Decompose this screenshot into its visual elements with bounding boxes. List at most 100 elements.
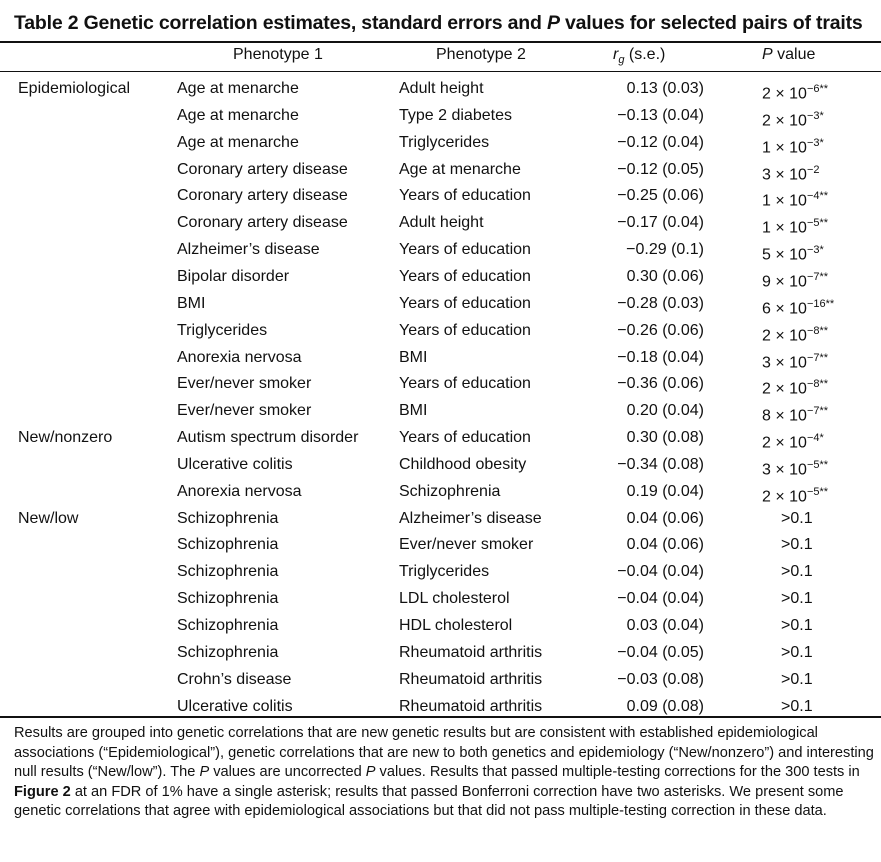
cell-phenotype2: Adult height xyxy=(399,80,484,97)
rg-symbol: r xyxy=(613,46,619,63)
cell-pvalue: 3 × 10−2 xyxy=(762,160,819,185)
cell-phenotype2: Adult height xyxy=(399,214,484,231)
pvalue-exponent: −3* xyxy=(806,110,824,122)
cell-pvalue: 8 × 10−7** xyxy=(762,401,828,426)
pvalue-exponent: −4** xyxy=(806,190,829,202)
cell-phenotype2: Triglycerides xyxy=(399,134,490,151)
cell-phenotype2: Rheumatoid arthritis xyxy=(399,698,543,715)
cell-phenotype1: Schizophrenia xyxy=(177,563,279,580)
cell-rg: −0.17 (0.04) xyxy=(617,214,704,231)
cell-phenotype1: Ever/never smoker xyxy=(177,402,312,419)
cell-pvalue: 2 × 10−4* xyxy=(762,428,824,453)
pvalue-exponent: −16** xyxy=(806,298,835,310)
group-label: New/low xyxy=(18,510,79,527)
pvalue-mantissa: 2 × 10 xyxy=(762,488,807,506)
cell-rg: 0.19 (0.04) xyxy=(626,483,704,500)
cell-rg: −0.29 (0.1) xyxy=(626,241,704,258)
pvalue-exponent: −5** xyxy=(806,486,829,498)
cell-phenotype1: Coronary artery disease xyxy=(177,161,348,178)
pvalue-mantissa: 2 × 10 xyxy=(762,85,807,103)
pvalue-exponent: −8** xyxy=(806,325,829,337)
cell-phenotype2: Rheumatoid arthritis xyxy=(399,644,543,661)
pvalue-exponent: −6** xyxy=(806,83,829,95)
pvalue-mantissa: 1 × 10 xyxy=(762,139,807,157)
cell-phenotype1: Bipolar disorder xyxy=(177,268,290,285)
pvalue-mantissa: 2 × 10 xyxy=(762,434,807,452)
cell-phenotype2: Type 2 diabetes xyxy=(399,107,512,124)
cell-rg: −0.34 (0.08) xyxy=(617,456,704,473)
pvalue-exponent: −4* xyxy=(806,432,824,444)
pvalue-mantissa: 2 × 10 xyxy=(762,327,807,345)
pvalue-exponent: −7** xyxy=(806,405,829,417)
cell-phenotype1: Ulcerative colitis xyxy=(177,698,293,715)
pvalue-exponent: −5** xyxy=(806,459,829,471)
cell-phenotype2: Alzheimer’s disease xyxy=(399,510,542,527)
cell-pvalue: 2 × 10−8** xyxy=(762,374,828,399)
cell-phenotype1: Schizophrenia xyxy=(177,644,279,661)
cell-rg: −0.18 (0.04) xyxy=(617,349,704,366)
footnote-text-1: Results are grouped into genetic correla… xyxy=(14,725,874,781)
pvalue-exponent: −3* xyxy=(806,137,824,149)
cell-pvalue: 9 × 10−7** xyxy=(762,267,828,292)
cell-phenotype1: Schizophrenia xyxy=(177,617,279,634)
cell-phenotype2: BMI xyxy=(399,349,428,366)
rg-suffix: (s.e.) xyxy=(624,46,666,63)
cell-phenotype1: Schizophrenia xyxy=(177,510,279,527)
cell-rg: −0.04 (0.04) xyxy=(617,563,704,580)
title-suffix: values for selected pairs of traits xyxy=(559,12,863,34)
cell-pvalue: 2 × 10−5** xyxy=(762,482,828,507)
title-text: Table 2 Genetic correlation estimates, s… xyxy=(14,12,547,34)
cell-phenotype1: Coronary artery disease xyxy=(177,214,348,231)
pvalue-mantissa: 2 × 10 xyxy=(762,380,807,398)
cell-phenotype1: Alzheimer’s disease xyxy=(177,241,320,258)
cell-rg: 0.13 (0.03) xyxy=(626,80,704,97)
table-title: Table 2 Genetic correlation estimates, s… xyxy=(14,12,863,35)
pvalue-exponent: −5** xyxy=(806,217,829,229)
cell-phenotype1: Autism spectrum disorder xyxy=(177,429,359,446)
cell-rg: −0.28 (0.03) xyxy=(617,295,704,312)
group-label: New/nonzero xyxy=(18,429,113,446)
bottom-rule xyxy=(0,716,881,718)
pvalue-mantissa: 5 × 10 xyxy=(762,246,807,264)
cell-phenotype1: Anorexia nervosa xyxy=(177,483,302,500)
cell-pvalue: 1 × 10−4** xyxy=(762,186,828,211)
header-phenotype1: Phenotype 1 xyxy=(233,46,323,63)
cell-phenotype2: Years of education xyxy=(399,429,531,446)
cell-pvalue: 3 × 10−7** xyxy=(762,348,828,373)
figure-reference: Figure 2 xyxy=(14,783,71,800)
header-rule xyxy=(0,71,881,72)
cell-pvalue: 6 × 10−16** xyxy=(762,294,834,319)
cell-phenotype1: Triglycerides xyxy=(177,322,268,339)
footnote-text-4: at an FDR of 1% have a single asterisk; … xyxy=(14,783,844,820)
cell-phenotype2: Years of education xyxy=(399,268,531,285)
cell-rg: 0.30 (0.06) xyxy=(626,268,704,285)
pvalue-mantissa: 3 × 10 xyxy=(762,166,807,184)
cell-phenotype1: Schizophrenia xyxy=(177,590,279,607)
pvalue-mantissa: 6 × 10 xyxy=(762,300,807,318)
cell-phenotype2: Years of education xyxy=(399,187,531,204)
cell-pvalue: >0.1 xyxy=(781,698,813,715)
header-phenotype2: Phenotype 2 xyxy=(436,46,526,63)
cell-phenotype1: Coronary artery disease xyxy=(177,187,348,204)
cell-phenotype1: BMI xyxy=(177,295,206,312)
cell-pvalue: >0.1 xyxy=(781,536,813,553)
pvalue-suffix: value xyxy=(772,46,816,63)
cell-phenotype2: Age at menarche xyxy=(399,161,521,178)
cell-phenotype2: Triglycerides xyxy=(399,563,490,580)
cell-phenotype1: Age at menarche xyxy=(177,80,299,97)
pvalue-mantissa: 1 × 10 xyxy=(762,192,807,210)
cell-rg: −0.12 (0.05) xyxy=(617,161,704,178)
cell-pvalue: >0.1 xyxy=(781,590,813,607)
cell-pvalue: >0.1 xyxy=(781,617,813,634)
footnote-p-italic-2: P xyxy=(365,764,376,781)
cell-phenotype2: BMI xyxy=(399,402,428,419)
pvalue-mantissa: 1 × 10 xyxy=(762,219,807,237)
cell-phenotype1: Ulcerative colitis xyxy=(177,456,293,473)
pvalue-mantissa: 8 × 10 xyxy=(762,407,807,425)
rg-subscript: g xyxy=(618,54,625,67)
cell-phenotype2: Childhood obesity xyxy=(399,456,527,473)
cell-rg: −0.03 (0.08) xyxy=(617,671,704,688)
header-pvalue: P value xyxy=(762,46,815,64)
table-footnote: Results are grouped into genetic correla… xyxy=(14,724,874,822)
cell-phenotype1: Anorexia nervosa xyxy=(177,349,302,366)
